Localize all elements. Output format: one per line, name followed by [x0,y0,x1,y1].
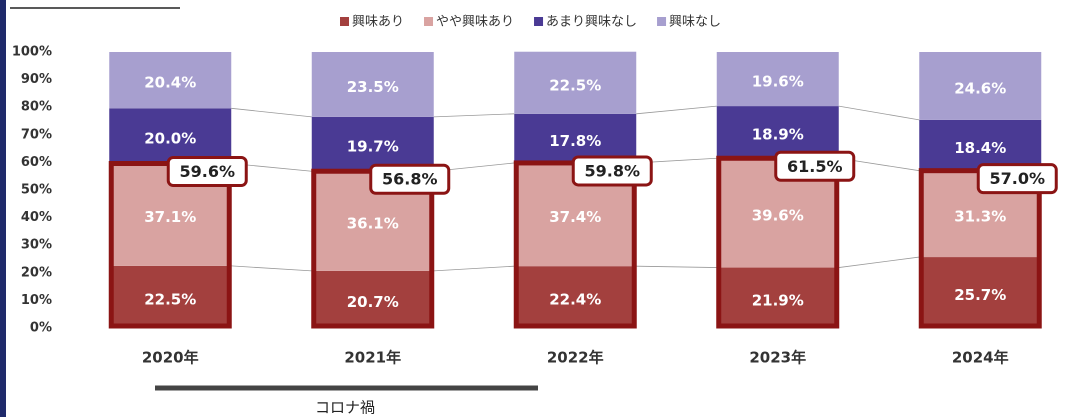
bar-segment [919,119,1042,171]
legend-swatch [657,17,667,26]
legend-swatch [534,17,544,26]
value-label: 19.6% [752,73,804,91]
value-label: 21.9% [752,291,804,309]
value-label: 17.8% [549,132,601,150]
x-tick-label: 2024年 [952,349,1009,367]
connector [838,256,920,268]
bar-segment [919,257,1042,328]
value-label: 20.7% [347,293,399,311]
y-tick-label: 50% [21,183,52,198]
callout-box [976,163,1058,195]
y-tick-label: 100% [12,45,52,60]
y-tick-label: 30% [21,238,52,253]
callout-box [166,156,248,188]
value-label: 36.1% [347,215,399,233]
connector [636,265,717,268]
y-tick-label: 40% [21,210,52,225]
bar-segment [514,266,637,328]
legend-label: あまり興味なし [546,15,637,30]
connector [838,105,920,121]
bar-segment [109,52,232,109]
y-tick-label: 10% [21,293,52,308]
x-tick-label: 2023年 [749,349,806,367]
value-label: 18.4% [954,139,1006,157]
value-label: 19.7% [347,138,399,156]
side-strip [0,0,6,417]
y-tick-label: 80% [21,100,52,115]
bar-segment [514,113,637,163]
legend-label: 興味なし [669,15,721,30]
value-label: 20.0% [144,129,196,147]
value-label: 37.4% [549,208,601,226]
connector [636,105,717,115]
callout-label: 57.0% [989,169,1045,188]
value-label: 39.6% [752,206,804,224]
legend-swatch [340,17,349,26]
callout-box [774,150,856,182]
bar-segment [311,116,434,172]
x-tick-label: 2020年 [142,349,199,367]
callout-label: 61.5% [787,157,843,176]
callout-box [571,155,653,187]
connector [231,265,312,272]
bar-segment [311,52,434,117]
legend-swatch [424,17,434,26]
x-tick-label: 2021年 [344,349,401,367]
y-tick-label: 90% [21,72,52,87]
y-tick-label: 20% [21,265,52,280]
callout-label: 59.8% [584,161,640,180]
value-label: 18.9% [752,126,804,144]
value-label: 22.5% [144,290,196,308]
value-label: 23.5% [347,78,399,96]
connector [231,107,312,118]
bar-segment [716,52,839,107]
legend-label: やや興味あり [436,15,514,30]
connector [433,113,515,118]
bar-segment [919,52,1042,120]
y-tick-label: 70% [21,127,52,142]
callout-label: 56.8% [382,170,438,189]
value-label: 24.6% [954,79,1006,97]
value-label: 37.1% [144,208,196,226]
callout-box [369,163,451,195]
value-label: 20.4% [144,74,196,92]
value-label: 31.3% [954,207,1006,225]
bar-segment [716,267,839,328]
y-tick-label: 60% [21,155,52,170]
bar-segment [311,270,434,328]
y-tick-label: 0% [30,321,52,336]
value-label: 22.5% [549,76,601,94]
value-label: 25.7% [954,286,1006,304]
bar-segment [109,265,232,328]
bar-segment [716,106,839,159]
bar-segment [514,51,637,114]
callout-label: 59.6% [179,162,235,181]
legend-label: 興味あり [352,15,404,30]
value-label: 22.4% [549,291,601,309]
connector [433,265,515,272]
bar-segment [109,108,232,164]
annotation: コロナ禍 [315,399,375,417]
x-tick-label: 2022年 [547,349,604,367]
